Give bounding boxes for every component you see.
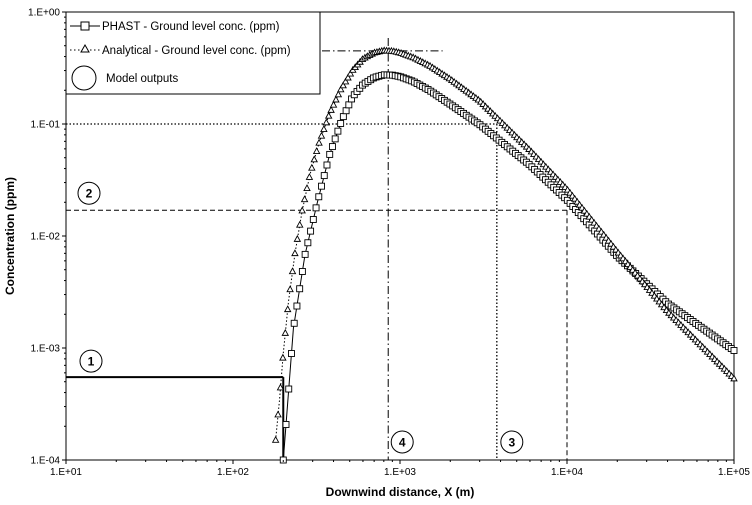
phast-point	[312, 204, 320, 212]
model-output-circle-2	[77, 181, 101, 205]
model-output-label-2: 2	[86, 187, 93, 201]
phast-point	[730, 347, 738, 354]
analytical-point	[274, 410, 282, 418]
analytical-point	[339, 81, 347, 89]
x-axis-ticks: 1.E+01 1.E+02 1.E+03 1.E+04 1.E+05	[50, 460, 750, 478]
analytical-point	[315, 138, 323, 146]
y-axis-ticks: 1.E-04 1.E-03 1.E-02 1.E-01 1.E+00	[28, 8, 66, 467]
model-output-circle-3	[500, 430, 524, 454]
analytical-point	[344, 73, 352, 81]
analytical-point	[283, 305, 292, 313]
phast-point	[315, 193, 323, 201]
phast-point	[290, 319, 298, 327]
analytical-point	[303, 184, 311, 192]
analytical-point	[300, 195, 309, 203]
analytical-point	[312, 147, 321, 154]
analytical-point	[329, 100, 338, 108]
phast-point	[334, 127, 342, 135]
analytical-point	[291, 249, 299, 257]
phast-point	[323, 161, 331, 169]
phast-point	[326, 150, 334, 158]
analytical-point	[298, 206, 306, 214]
phast-point	[296, 285, 304, 293]
legend-analytical-marker	[80, 43, 90, 53]
phast-point	[337, 120, 345, 127]
legend-analytical-label: Analytical - Ground level conc. (ppm)	[102, 45, 291, 57]
analytical-point	[322, 118, 331, 126]
series-group	[271, 46, 738, 464]
phast-point	[301, 250, 309, 258]
phast-point	[328, 143, 336, 151]
baseline-step	[66, 376, 285, 460]
analytical-point	[286, 285, 294, 293]
analytical-point	[271, 435, 280, 443]
x-axis-label: Downwind distance, X (m)	[326, 485, 475, 499]
phast-point	[309, 216, 317, 223]
model-output-label-3: 3	[508, 436, 515, 450]
y-tick-label: 1.E-02	[31, 232, 61, 243]
x-tick-label: 1.E+01	[50, 467, 82, 478]
phast-point	[298, 268, 306, 275]
analytical-series	[271, 46, 738, 443]
analytical-point	[730, 374, 738, 382]
phast-point	[331, 135, 339, 143]
y-tick-label: 1.E-03	[31, 344, 61, 355]
phast-point	[293, 302, 301, 310]
y-axis-label: Concentration (ppm)	[3, 177, 17, 295]
legend-model-marker	[71, 65, 97, 91]
phast-point	[345, 101, 353, 109]
phast-point	[320, 172, 328, 180]
analytical-point	[276, 383, 285, 391]
analytical-point	[332, 95, 340, 103]
legend-phast-marker	[80, 21, 90, 31]
analytical-point	[279, 353, 287, 361]
phast-point	[307, 227, 315, 235]
analytical-point	[305, 173, 314, 180]
phast-point	[339, 113, 347, 121]
analytical-point	[346, 69, 355, 77]
analytical-point	[308, 163, 316, 171]
phast-point	[288, 350, 295, 357]
analytical-point	[337, 85, 345, 93]
x-tick-label: 1.E+03	[384, 467, 416, 478]
analytical-point	[324, 111, 333, 119]
model-output-label-1: 1	[88, 355, 95, 369]
x-tick-label: 1.E+05	[718, 467, 750, 478]
y-tick-label: 1.E-01	[31, 120, 61, 131]
model-output-markers: 1 2 3 4	[77, 181, 524, 454]
phast-point	[318, 182, 325, 190]
legend-phast-label: PHAST - Ground level conc. (ppm)	[102, 21, 280, 33]
phast-point	[342, 107, 350, 115]
analytical-point	[317, 131, 326, 139]
analytical-point	[281, 328, 290, 336]
analytical-point	[320, 125, 328, 132]
model-output-circle-4	[390, 430, 414, 454]
analytical-point	[293, 234, 302, 242]
analytical-point	[295, 220, 304, 228]
analytical-point	[327, 105, 335, 113]
analytical-point	[288, 267, 297, 275]
legend-model-label: Model outputs	[106, 73, 178, 85]
y-tick-label: 1.E-04	[31, 456, 61, 467]
analytical-point	[334, 90, 343, 98]
phast-point	[282, 421, 290, 428]
phast-point	[285, 385, 293, 393]
y-tick-label: 1.E+00	[28, 8, 60, 19]
legend-box	[65, 11, 321, 95]
legend: PHAST - Ground level conc. (ppm) Analyti…	[65, 11, 321, 95]
model-output-circle-1	[79, 349, 103, 373]
x-tick-label: 1.E+02	[217, 467, 249, 478]
analytical-point	[310, 155, 318, 163]
phast-point	[304, 239, 312, 247]
model-output-label-4: 4	[399, 436, 406, 450]
analytical-point	[341, 77, 350, 85]
x-tick-label: 1.E+04	[551, 467, 583, 478]
